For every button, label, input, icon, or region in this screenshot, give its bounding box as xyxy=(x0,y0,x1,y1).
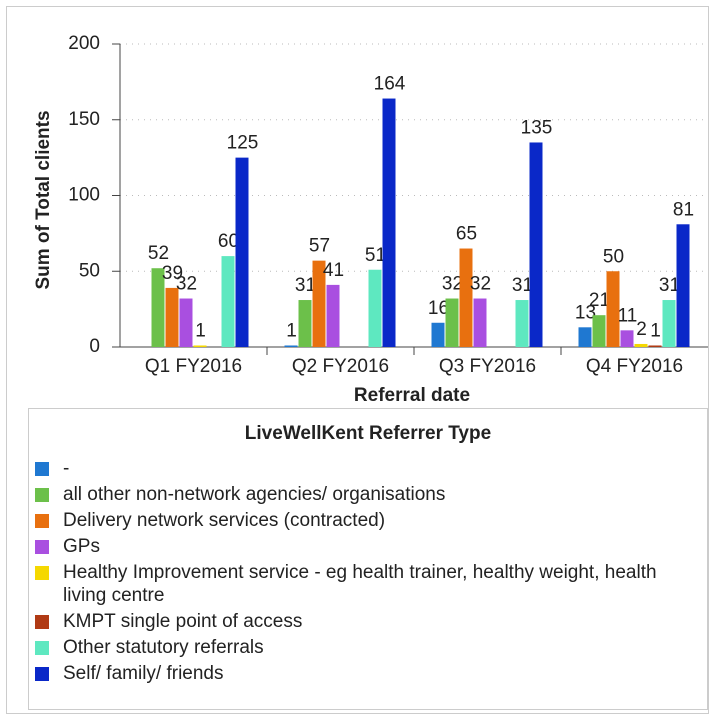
bar xyxy=(235,157,249,347)
x-tick-label: Q2 FY2016 xyxy=(292,356,389,377)
legend-item: - xyxy=(35,457,699,480)
bar xyxy=(151,268,165,347)
data-label: 125 xyxy=(227,133,259,154)
legend-swatch xyxy=(35,540,49,554)
legend-swatch xyxy=(35,615,49,629)
bar xyxy=(179,298,193,347)
data-label: 164 xyxy=(374,74,406,95)
bar xyxy=(578,327,592,347)
legend-label: Healthy Improvement service - eg health … xyxy=(63,562,657,606)
data-label: 32 xyxy=(470,274,491,295)
bar xyxy=(459,248,473,347)
bar xyxy=(620,330,634,347)
data-label: 32 xyxy=(442,274,463,295)
y-tick-label: 100 xyxy=(68,185,100,206)
legend-item: Healthy Improvement service - eg health … xyxy=(35,561,699,607)
data-label: 13 xyxy=(575,302,596,323)
legend-label: KMPT single point of access xyxy=(63,611,303,632)
y-tick-label: 150 xyxy=(68,109,100,130)
bar xyxy=(221,256,235,347)
bar xyxy=(298,300,312,347)
bar xyxy=(529,142,543,347)
data-label: 135 xyxy=(521,117,553,138)
data-label: 2 xyxy=(636,319,647,340)
data-label: 57 xyxy=(309,236,330,257)
legend-item: KMPT single point of access xyxy=(35,610,699,633)
legend-item: all other non-network agencies/ organisa… xyxy=(35,483,699,506)
x-tick-label: Q1 FY2016 xyxy=(145,356,242,377)
bar xyxy=(312,260,326,347)
data-label: 1 xyxy=(650,321,661,342)
data-label: 1 xyxy=(286,321,297,342)
legend-item: GPs xyxy=(35,535,699,558)
data-label: 16 xyxy=(428,298,449,319)
data-label: 51 xyxy=(365,245,386,266)
legend-swatch xyxy=(35,514,49,528)
data-label: 11 xyxy=(618,305,638,326)
bar xyxy=(368,269,382,347)
legend-item: Self/ family/ friends xyxy=(35,662,699,685)
x-tick-label: Q3 FY2016 xyxy=(439,356,536,377)
bar xyxy=(284,345,298,347)
legend: LiveWellKent Referrer Type - all other no… xyxy=(28,408,708,710)
bar xyxy=(193,345,207,347)
data-label: 50 xyxy=(603,246,624,267)
bar xyxy=(676,224,690,347)
y-axis-title: Sum of Total clients xyxy=(33,110,54,289)
data-label: 1 xyxy=(195,321,206,342)
y-tick-label: 0 xyxy=(89,336,100,357)
bar xyxy=(445,298,459,347)
bar xyxy=(648,345,662,347)
data-label: 65 xyxy=(456,224,477,245)
bar xyxy=(326,284,340,347)
legend-swatch xyxy=(35,566,49,580)
legend-swatch xyxy=(35,462,49,476)
bar xyxy=(592,315,606,347)
bar xyxy=(662,300,676,347)
legend-swatch xyxy=(35,488,49,502)
legend-title: LiveWellKent Referrer Type xyxy=(244,423,492,444)
data-label: 31 xyxy=(512,275,533,296)
x-axis-title: Referral date xyxy=(354,385,470,405)
legend-label: GPs xyxy=(63,536,100,557)
legend-item: Delivery network services (contracted) xyxy=(35,509,699,532)
bar xyxy=(473,298,487,347)
y-tick-label: 200 xyxy=(68,33,100,54)
bar xyxy=(606,271,620,347)
data-label: 32 xyxy=(176,274,197,295)
bar xyxy=(431,322,445,347)
legend-label: Other statutory referrals xyxy=(63,637,264,658)
frame xyxy=(6,6,709,714)
chart: Sum of Total clients Referral date 0 50 10… xyxy=(33,33,708,405)
legend-item: Other statutory referrals xyxy=(35,636,699,659)
data-label: 52 xyxy=(148,243,169,264)
legend-swatch xyxy=(35,641,49,655)
bar xyxy=(165,287,179,347)
data-label: 60 xyxy=(218,231,239,252)
data-label: 39 xyxy=(162,263,183,284)
data-label: 31 xyxy=(659,275,680,296)
x-tick-label: Q4 FY2016 xyxy=(586,356,683,377)
bar xyxy=(382,98,396,347)
legend-label: - xyxy=(63,458,70,479)
legend-label: Delivery network services (contracted) xyxy=(63,510,386,531)
legend-label: all other non-network agencies/ organisa… xyxy=(63,484,446,505)
bar xyxy=(515,300,529,347)
data-label: 31 xyxy=(295,275,316,296)
y-tick-label: 50 xyxy=(79,260,100,281)
legend-label: Self/ family/ friends xyxy=(63,663,224,684)
bar xyxy=(634,343,648,347)
legend-swatch xyxy=(35,667,49,681)
data-label: 21 xyxy=(589,290,610,311)
data-label: 81 xyxy=(673,199,694,220)
data-label: 41 xyxy=(323,260,344,281)
